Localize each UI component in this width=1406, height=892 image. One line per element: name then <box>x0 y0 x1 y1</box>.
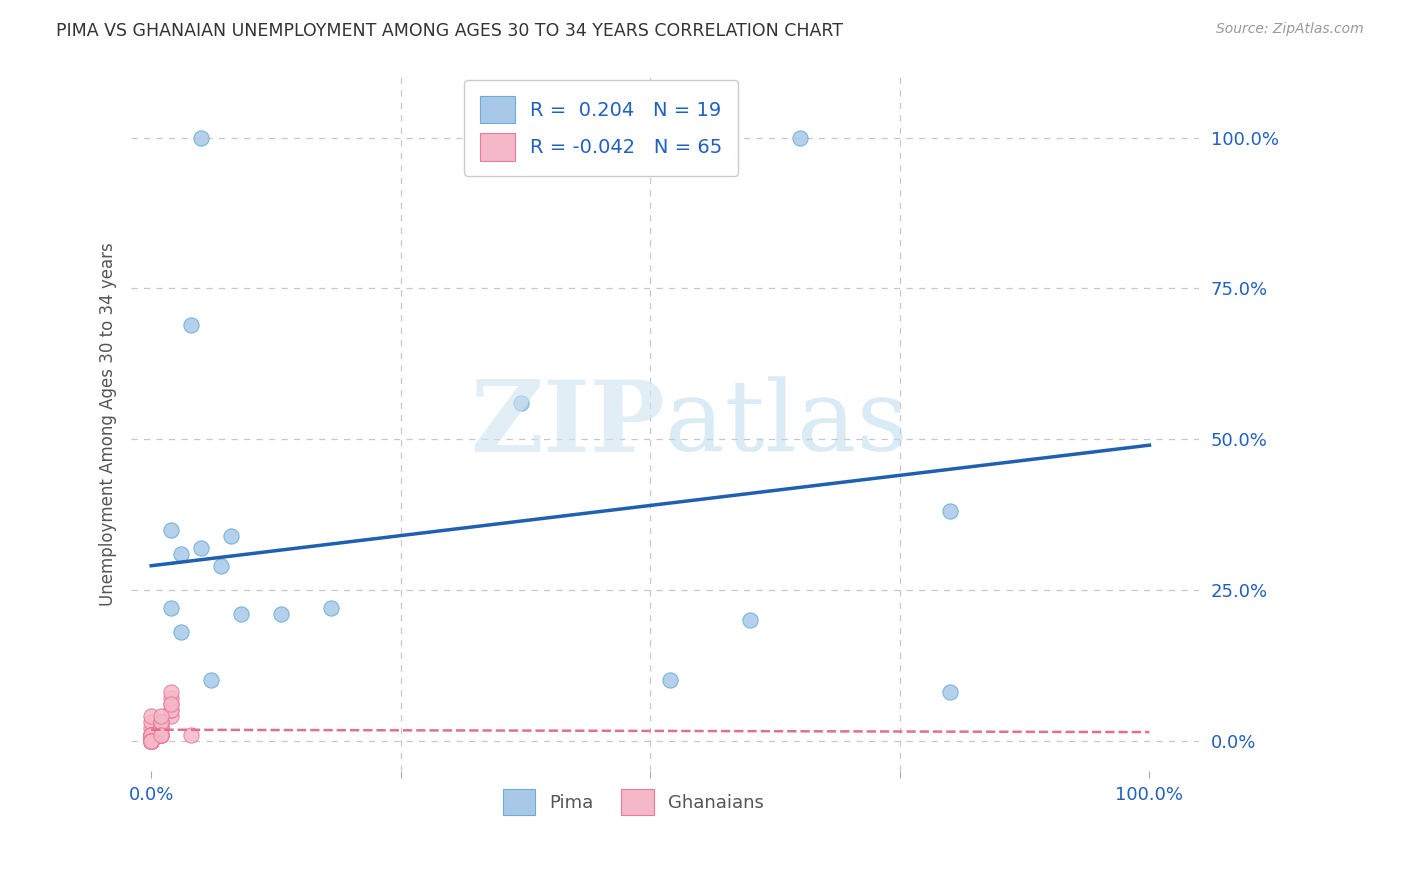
Point <box>939 504 962 518</box>
Point <box>141 733 163 747</box>
Point <box>170 547 193 561</box>
Point <box>141 733 163 747</box>
Point <box>141 733 163 747</box>
Point <box>150 727 173 741</box>
Point <box>229 607 252 621</box>
Point <box>141 733 163 747</box>
Text: Source: ZipAtlas.com: Source: ZipAtlas.com <box>1216 22 1364 37</box>
Point <box>150 715 173 730</box>
Point <box>150 722 173 736</box>
Point <box>150 722 173 736</box>
Point <box>141 733 163 747</box>
Text: atlas: atlas <box>665 376 908 472</box>
Point <box>150 715 173 730</box>
Point <box>180 318 202 332</box>
Point <box>141 727 163 741</box>
Point <box>141 733 163 747</box>
Point <box>141 727 163 741</box>
Point <box>150 727 173 741</box>
Point <box>939 685 962 699</box>
Legend: Pima, Ghanaians: Pima, Ghanaians <box>494 780 773 824</box>
Point <box>150 722 173 736</box>
Point <box>150 722 173 736</box>
Point <box>141 733 163 747</box>
Point <box>209 558 232 573</box>
Point <box>141 733 163 747</box>
Y-axis label: Unemployment Among Ages 30 to 34 years: Unemployment Among Ages 30 to 34 years <box>100 243 117 606</box>
Point <box>150 715 173 730</box>
Point <box>141 733 163 747</box>
Point <box>141 727 163 741</box>
Point <box>141 733 163 747</box>
Point <box>141 733 163 747</box>
Point <box>141 727 163 741</box>
Text: 100.0%: 100.0% <box>1115 786 1184 804</box>
Point <box>160 691 183 706</box>
Point <box>141 733 163 747</box>
Point <box>150 727 173 741</box>
Point <box>160 709 183 723</box>
Point <box>200 673 222 688</box>
Point <box>170 625 193 640</box>
Point <box>141 733 163 747</box>
Point <box>150 709 173 723</box>
Point <box>141 733 163 747</box>
Point <box>190 130 212 145</box>
Point <box>150 722 173 736</box>
Point <box>141 727 163 741</box>
Point <box>319 601 342 615</box>
Text: 0.0%: 0.0% <box>128 786 174 804</box>
Point <box>141 733 163 747</box>
Point <box>141 733 163 747</box>
Point <box>141 727 163 741</box>
Point <box>141 733 163 747</box>
Point <box>219 528 242 542</box>
Point <box>141 733 163 747</box>
Point <box>160 601 183 615</box>
Point <box>740 613 762 627</box>
Point <box>180 727 202 741</box>
Point <box>160 698 183 712</box>
Point <box>141 733 163 747</box>
Point <box>150 715 173 730</box>
Point <box>160 698 183 712</box>
Point <box>141 733 163 747</box>
Point <box>150 727 173 741</box>
Point <box>141 733 163 747</box>
Point <box>150 722 173 736</box>
Text: ZIP: ZIP <box>471 376 665 473</box>
Point <box>160 523 183 537</box>
Point <box>141 733 163 747</box>
Point <box>141 733 163 747</box>
Point <box>160 685 183 699</box>
Point <box>190 541 212 555</box>
Point <box>141 727 163 741</box>
Point <box>150 727 173 741</box>
Point <box>150 727 173 741</box>
Point <box>160 703 183 717</box>
Point <box>141 733 163 747</box>
Point <box>150 722 173 736</box>
Point <box>789 130 811 145</box>
Point <box>270 607 292 621</box>
Point <box>141 727 163 741</box>
Point <box>141 709 163 723</box>
Point <box>160 703 183 717</box>
Point <box>141 722 163 736</box>
Point <box>509 396 531 410</box>
Point <box>150 715 173 730</box>
Point <box>150 722 173 736</box>
Text: PIMA VS GHANAIAN UNEMPLOYMENT AMONG AGES 30 TO 34 YEARS CORRELATION CHART: PIMA VS GHANAIAN UNEMPLOYMENT AMONG AGES… <box>56 22 844 40</box>
Point <box>659 673 682 688</box>
Point <box>141 733 163 747</box>
Point <box>150 727 173 741</box>
Point <box>141 715 163 730</box>
